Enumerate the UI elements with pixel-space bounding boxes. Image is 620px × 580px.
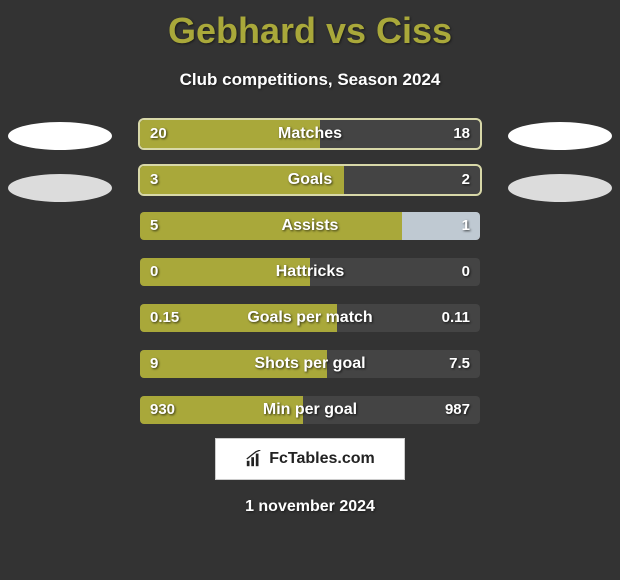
stat-label: Min per goal xyxy=(140,396,480,424)
stat-row: 930987Min per goal xyxy=(0,396,620,424)
stat-label: Shots per goal xyxy=(140,350,480,378)
source-logo-text: FcTables.com xyxy=(269,450,375,468)
stat-row: 0.150.11Goals per match xyxy=(0,304,620,332)
stat-row: 32Goals xyxy=(0,166,620,194)
stat-row: 51Assists xyxy=(0,212,620,240)
stat-label: Matches xyxy=(140,120,480,148)
stat-row: 2018Matches xyxy=(0,120,620,148)
stat-label: Assists xyxy=(140,212,480,240)
source-logo: FcTables.com xyxy=(215,438,405,480)
stat-label: Hattricks xyxy=(140,258,480,286)
comparison-title: Gebhard vs Ciss xyxy=(0,0,620,52)
stat-label: Goals per match xyxy=(140,304,480,332)
stat-label: Goals xyxy=(140,166,480,194)
bars-icon xyxy=(245,450,263,468)
stats-rows: 2018Matches 32Goals 51Assists 00Hattricks 0.… xyxy=(0,120,620,424)
comparison-subtitle: Club competitions, Season 2024 xyxy=(0,70,620,90)
stat-row: 00Hattricks xyxy=(0,258,620,286)
footer-date: 1 november 2024 xyxy=(0,498,620,516)
stat-row: 97.5Shots per goal xyxy=(0,350,620,378)
